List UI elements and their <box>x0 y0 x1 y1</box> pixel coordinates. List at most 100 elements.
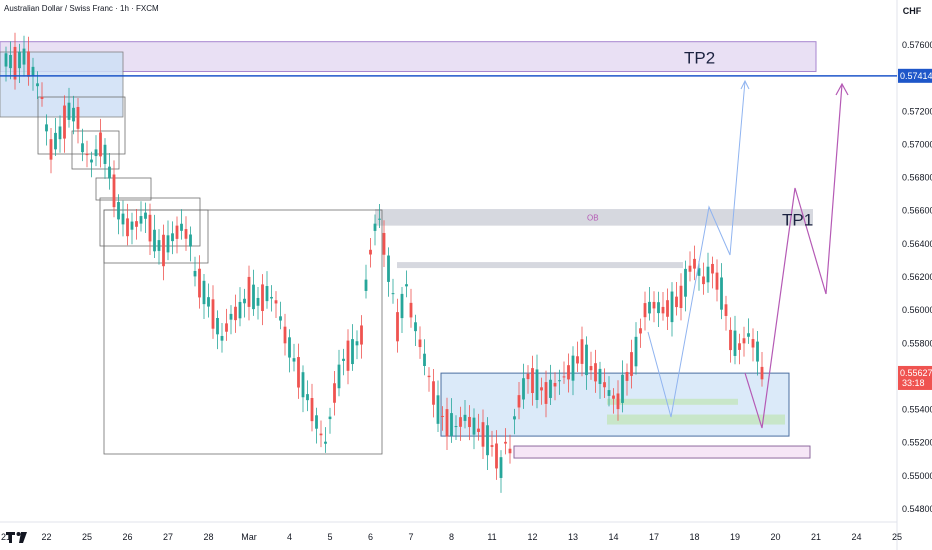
candle-body <box>414 322 417 332</box>
candle-body <box>666 300 669 317</box>
y-tick-label: 0.55000 <box>902 471 932 481</box>
candle-body <box>13 46 17 80</box>
candle-body <box>175 225 179 239</box>
candle-body <box>162 234 165 267</box>
candle-body <box>711 263 714 274</box>
x-tick-label: 22 <box>41 532 51 542</box>
candle-body <box>490 445 494 447</box>
arrow-head-blue <box>740 79 750 90</box>
candle-body <box>747 333 750 337</box>
price-label-box <box>898 68 932 83</box>
candle-body <box>45 124 48 132</box>
green-zone-2 <box>607 414 785 425</box>
candle-body <box>135 221 138 227</box>
candle-body <box>567 365 570 380</box>
candle-body <box>648 301 651 314</box>
candle-body <box>130 221 134 230</box>
candle-body <box>18 51 21 69</box>
price-label-current: 0.55627 <box>900 368 932 378</box>
candle-body <box>463 414 467 421</box>
currency-label: CHF <box>903 6 922 16</box>
candle-body <box>121 213 125 225</box>
x-tick-label: 5 <box>327 532 332 542</box>
candle-body <box>756 341 759 362</box>
tradingview-logo <box>6 532 27 543</box>
candle-body <box>652 301 656 309</box>
ob-label: OB <box>587 213 599 222</box>
candle-body <box>355 341 359 346</box>
candle-body <box>643 303 647 318</box>
y-tick-label: 0.57600 <box>902 40 932 50</box>
candle-body <box>679 285 683 309</box>
x-tick-label: 25 <box>82 532 92 542</box>
candle-body <box>319 433 323 436</box>
y-tick-label: 0.57000 <box>902 139 932 149</box>
ob-zone <box>375 209 813 226</box>
candle-body <box>301 372 305 398</box>
candle-body <box>373 223 377 231</box>
candle-body <box>684 268 687 297</box>
candle-body <box>760 366 764 380</box>
candle-body <box>589 366 593 371</box>
candle-body <box>184 229 188 239</box>
candle-body <box>171 233 174 242</box>
candle-body <box>459 417 462 427</box>
candle-body <box>486 425 489 456</box>
candle-body <box>261 284 264 312</box>
x-tick-label: 24 <box>851 532 861 542</box>
green-zone-1 <box>607 398 738 405</box>
candle-body <box>112 174 116 208</box>
candle-body <box>549 379 552 398</box>
candle-body <box>364 279 368 291</box>
candle-body <box>216 318 219 335</box>
candle-body <box>751 339 755 348</box>
x-tick-label: 27 <box>163 532 173 542</box>
x-tick-label: 26 <box>122 532 132 542</box>
candle-body <box>540 387 543 391</box>
candle-body <box>351 339 354 365</box>
candle-body <box>612 395 615 399</box>
candle-body <box>513 416 516 420</box>
candle-body <box>454 426 458 428</box>
candle-body <box>585 344 588 376</box>
candle-body <box>445 409 449 437</box>
projection-path-blue <box>647 80 746 418</box>
candle-body <box>211 299 215 329</box>
candle-body <box>531 368 534 394</box>
candle-body <box>90 159 93 163</box>
candle-body <box>180 223 183 231</box>
candle-body <box>427 375 431 378</box>
candle-body <box>126 218 129 237</box>
lower-pink-zone <box>513 445 811 459</box>
structure-box <box>37 96 126 155</box>
tp2-zone <box>0 41 817 73</box>
chart-title: Australian Dollar / Swiss Franc · 1h · F… <box>4 4 159 13</box>
y-tick-label: 0.55400 <box>902 405 932 415</box>
candle-body <box>630 352 633 376</box>
candle-body <box>562 376 566 378</box>
x-tick-label: 4 <box>287 532 292 542</box>
x-tick-label: 28 <box>203 532 213 542</box>
candle-body <box>571 355 575 381</box>
range-box <box>103 209 383 455</box>
candle-body <box>54 132 57 150</box>
candle-body <box>346 340 350 371</box>
candle-body <box>265 286 269 302</box>
candle-body <box>238 301 242 319</box>
y-tick-label: 0.54800 <box>902 504 932 514</box>
candle-body <box>58 126 62 140</box>
candle-body <box>63 105 66 139</box>
x-tick-label: 7 <box>408 532 413 542</box>
candle-body <box>229 313 233 320</box>
candle-body <box>625 371 629 381</box>
candle-body <box>279 316 282 321</box>
y-tick-label: 0.55800 <box>902 338 932 348</box>
candle-body <box>306 394 309 401</box>
candle-body <box>99 132 102 157</box>
candle-body <box>603 382 606 388</box>
candle-body <box>553 382 557 387</box>
candle-body <box>661 306 665 314</box>
candle-body <box>468 416 471 428</box>
candle-body <box>22 48 26 65</box>
